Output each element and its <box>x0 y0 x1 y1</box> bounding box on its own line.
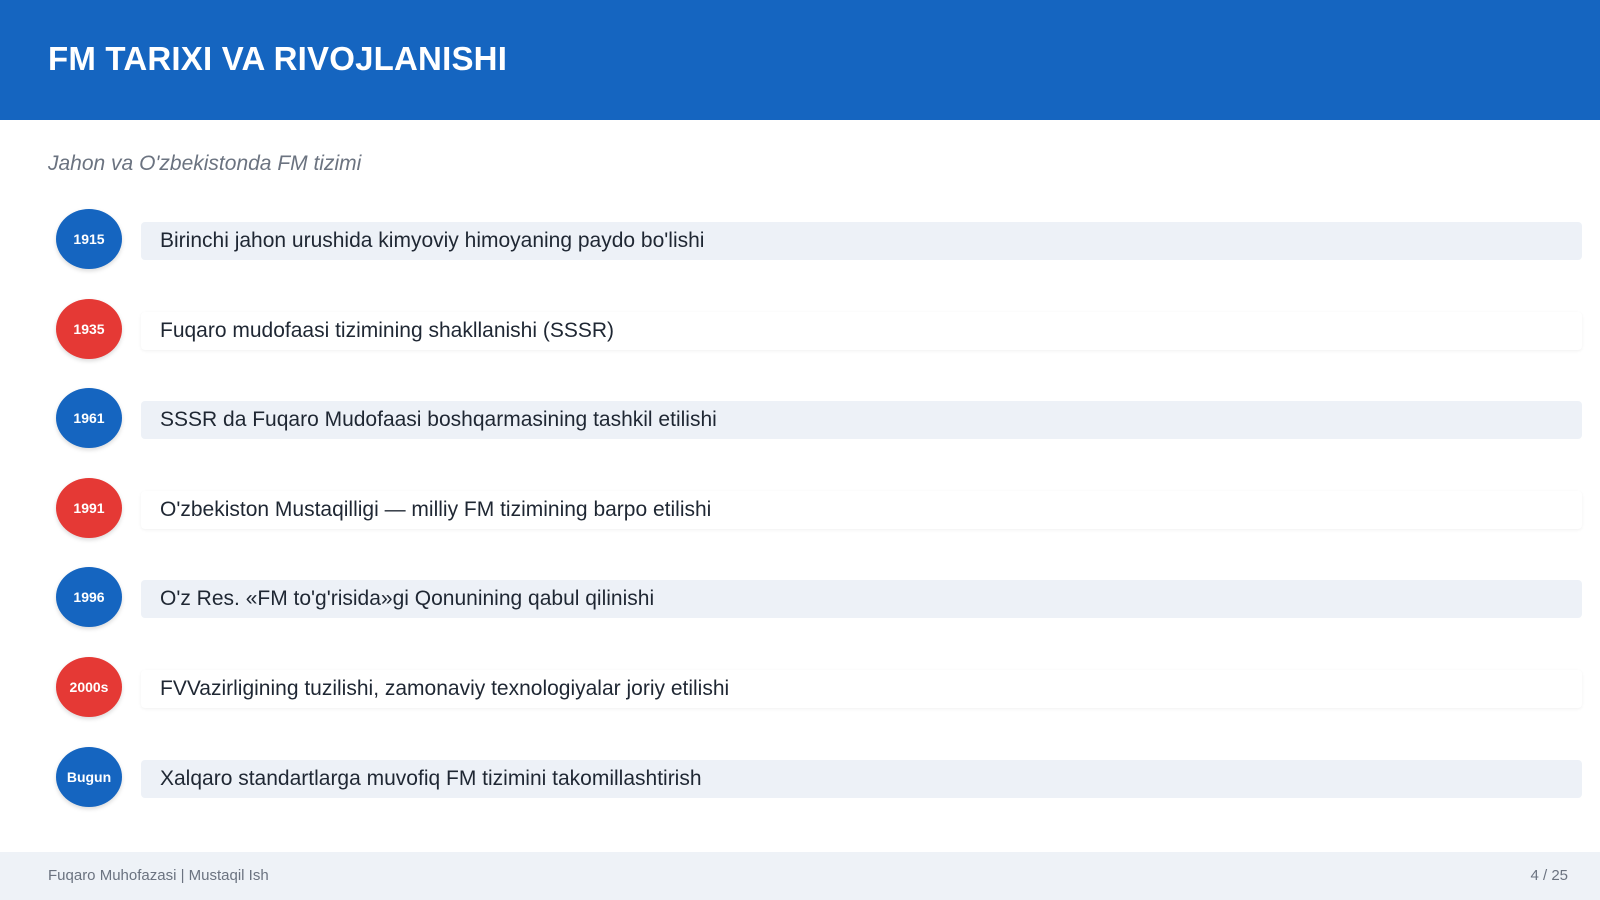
timeline-row: 1996 O'z Res. «FM to'g'risida»gi Qonunini… <box>56 567 1582 657</box>
footer: Fuqaro Muhofazasi | Mustaqil Ish 4 / 25 <box>0 852 1600 900</box>
event-text: Xalqaro standartlarga muvofiq FM tizimin… <box>141 759 1582 798</box>
header: FM TARIXI VA RIVOJLANISHI <box>0 0 1600 120</box>
year-badge: 2000s <box>56 656 122 717</box>
footer-text: Fuqaro Muhofazasi | Mustaqil Ish <box>48 867 269 884</box>
event-text: SSSR da Fuqaro Mudofaasi boshqarmasining… <box>141 401 1582 440</box>
page-number: 4 / 25 <box>1530 867 1568 884</box>
timeline: 1915 Birinchi jahon urushida kimyoviy him… <box>56 209 1582 836</box>
timeline-row: 1991 O'zbekiston Mustaqilligi — milliy FM… <box>56 477 1582 568</box>
event-text: O'z Res. «FM to'g'risida»gi Qonunining q… <box>141 580 1582 619</box>
timeline-row: 1915 Birinchi jahon urushida kimyoviy him… <box>56 209 1582 299</box>
year-badge: 1961 <box>56 388 122 449</box>
event-text: O'zbekiston Mustaqilligi — milliy FM tiz… <box>141 490 1582 529</box>
year-badge: Bugun <box>56 746 122 807</box>
event-text: Fuqaro mudofaasi tizimining shakllanishi… <box>141 311 1582 350</box>
timeline-row: 1935 Fuqaro mudofaasi tizimining shakllan… <box>56 298 1582 389</box>
event-text: Birinchi jahon urushida kimyoviy himoyan… <box>141 222 1582 260</box>
timeline-row: Bugun Xalqaro standartlarga muvofiq FM ti… <box>56 746 1582 837</box>
timeline-row: 2000s FVVazirligining tuzilishi, zamonavi… <box>56 656 1582 747</box>
year-badge: 1915 <box>56 209 122 269</box>
year-badge: 1991 <box>56 477 122 538</box>
slide-title: FM TARIXI VA RIVOJLANISHI <box>48 40 508 77</box>
event-text: FVVazirligining tuzilishi, zamonaviy tex… <box>141 669 1582 708</box>
subtitle: Jahon va O'zbekistonda FM tizimi <box>48 152 362 175</box>
timeline-row: 1961 SSSR da Fuqaro Mudofaasi boshqarmasi… <box>56 388 1582 478</box>
year-badge: 1935 <box>56 298 122 359</box>
year-badge: 1996 <box>56 567 122 628</box>
